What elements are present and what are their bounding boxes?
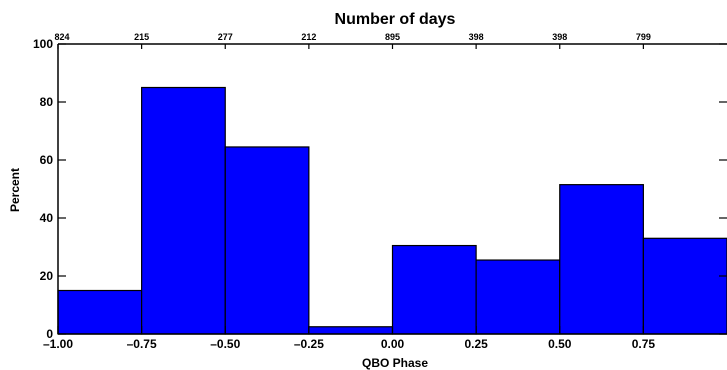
histogram-bar <box>308 326 394 335</box>
y-tick-label: 80 <box>40 95 54 109</box>
top-tick-label: 398 <box>552 32 567 42</box>
y-tick-label: 0 <box>46 327 53 341</box>
histogram-bar <box>391 244 477 335</box>
x-tick-label: –1.00 <box>43 337 73 351</box>
top-axis-title: Number of days <box>335 11 456 28</box>
histogram-bar <box>224 146 310 335</box>
histogram-bar <box>475 259 561 335</box>
bars-group <box>57 86 727 335</box>
y-axis-title: Percent <box>8 168 22 212</box>
x-tick-label: 0.25 <box>464 337 488 351</box>
histogram-bar <box>141 86 226 335</box>
x-axis-title: QBO Phase <box>362 356 428 370</box>
top-tick-label: 398 <box>469 32 484 42</box>
histogram-bar <box>559 184 644 335</box>
top-tick-label: 895 <box>385 32 400 42</box>
top-tick-label: 824 <box>54 32 69 42</box>
top-tick-label: 277 <box>218 32 233 42</box>
x-tick-label: –0.50 <box>210 337 240 351</box>
histogram-bar <box>642 237 727 335</box>
x-tick-label: 0.75 <box>632 337 656 351</box>
y-tick-label: 40 <box>40 211 54 225</box>
x-tick-label: –0.25 <box>294 337 324 351</box>
axes-group: 0 20 40 60 80 100 –1.00 –0.75 –0.50 –0.25 0.00 0.25… <box>33 32 727 351</box>
x-tick-label: –0.75 <box>127 337 157 351</box>
top-tick-label: 799 <box>636 32 651 42</box>
top-tick-label: 212 <box>301 32 316 42</box>
y-tick-label: 20 <box>40 269 54 283</box>
y-tick-label: 100 <box>33 37 53 51</box>
histogram-bar <box>57 289 143 335</box>
x-tick-label: 0.50 <box>548 337 572 351</box>
top-tick-label: 215 <box>134 32 149 42</box>
x-tick-label: 0.00 <box>381 337 405 351</box>
y-tick-label: 60 <box>40 153 54 167</box>
